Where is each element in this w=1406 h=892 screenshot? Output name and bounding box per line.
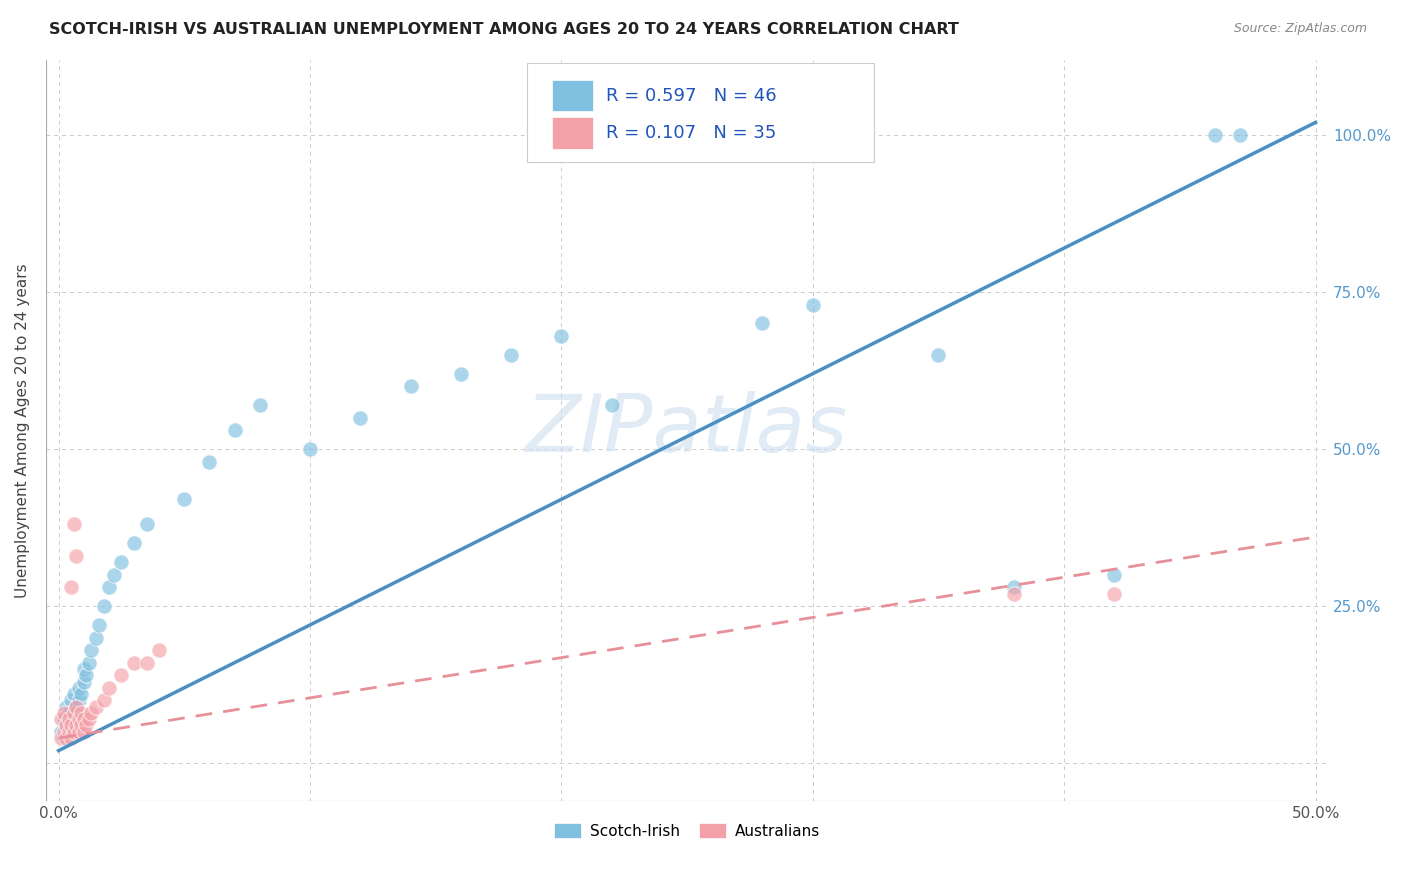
Point: [97, 681, 120, 695]
Point: [450, 367, 472, 381]
Point: [298, 442, 321, 456]
Point: [103, 567, 125, 582]
Point: [55, 731, 77, 745]
Text: ZIPatlas: ZIPatlas: [526, 392, 848, 469]
Point: [77, 656, 100, 670]
Point: [70, 687, 93, 701]
Point: [399, 379, 422, 393]
Point: [55, 699, 77, 714]
Text: R = 0.107   N = 35: R = 0.107 N = 35: [606, 124, 776, 142]
Point: [1104, 586, 1126, 600]
Point: [58, 724, 80, 739]
Point: [62, 517, 84, 532]
Point: [97, 580, 120, 594]
Point: [75, 668, 97, 682]
Point: [1204, 128, 1226, 142]
Point: [62, 712, 84, 726]
Point: [58, 724, 80, 739]
Point: [60, 693, 83, 707]
Point: [84, 699, 107, 714]
Point: [65, 699, 87, 714]
Point: [600, 398, 623, 412]
Point: [80, 643, 103, 657]
Point: [93, 693, 115, 707]
Point: [58, 712, 80, 726]
Point: [75, 718, 97, 732]
Point: [52, 731, 75, 745]
Point: [349, 410, 371, 425]
FancyBboxPatch shape: [553, 80, 593, 112]
Point: [1104, 567, 1126, 582]
Point: [67, 681, 90, 695]
Point: [135, 656, 157, 670]
Point: [173, 492, 195, 507]
Point: [93, 599, 115, 614]
Point: [77, 712, 100, 726]
Point: [70, 706, 93, 720]
Point: [148, 643, 170, 657]
Point: [60, 731, 83, 745]
Point: [550, 329, 572, 343]
Point: [52, 712, 75, 726]
Point: [1229, 128, 1251, 142]
Point: [49, 712, 72, 726]
Point: [52, 724, 75, 739]
Point: [60, 718, 83, 732]
Point: [55, 718, 77, 732]
Point: [751, 317, 773, 331]
Point: [1002, 580, 1025, 594]
Point: [73, 712, 96, 726]
Point: [84, 631, 107, 645]
Point: [49, 731, 72, 745]
Point: [58, 706, 80, 720]
Point: [224, 423, 246, 437]
Point: [52, 706, 75, 720]
Point: [60, 718, 83, 732]
Point: [927, 348, 949, 362]
Point: [122, 656, 145, 670]
Point: [73, 674, 96, 689]
Point: [135, 517, 157, 532]
Point: [198, 455, 221, 469]
Point: [62, 706, 84, 720]
Point: [1002, 586, 1025, 600]
Point: [110, 668, 132, 682]
Point: [110, 555, 132, 569]
Point: [87, 618, 110, 632]
Point: [249, 398, 271, 412]
Point: [55, 718, 77, 732]
Point: [62, 724, 84, 739]
Point: [67, 693, 90, 707]
FancyBboxPatch shape: [553, 118, 593, 149]
Point: [73, 662, 96, 676]
Point: [65, 549, 87, 563]
Point: [70, 718, 93, 732]
Point: [67, 724, 90, 739]
Text: Source: ZipAtlas.com: Source: ZipAtlas.com: [1233, 22, 1367, 36]
Point: [499, 348, 522, 362]
Point: [49, 724, 72, 739]
Text: R = 0.597   N = 46: R = 0.597 N = 46: [606, 87, 778, 105]
Legend: Scotch-Irish, Australians: Scotch-Irish, Australians: [547, 817, 827, 845]
Y-axis label: Unemployment Among Ages 20 to 24 years: Unemployment Among Ages 20 to 24 years: [15, 263, 30, 598]
Point: [80, 706, 103, 720]
FancyBboxPatch shape: [527, 62, 875, 161]
Point: [65, 718, 87, 732]
Point: [73, 724, 96, 739]
Point: [122, 536, 145, 550]
Point: [801, 297, 824, 311]
Point: [65, 699, 87, 714]
Text: SCOTCH-IRISH VS AUSTRALIAN UNEMPLOYMENT AMONG AGES 20 TO 24 YEARS CORRELATION CH: SCOTCH-IRISH VS AUSTRALIAN UNEMPLOYMENT …: [49, 22, 959, 37]
Point: [62, 687, 84, 701]
Point: [60, 580, 83, 594]
Point: [67, 712, 90, 726]
